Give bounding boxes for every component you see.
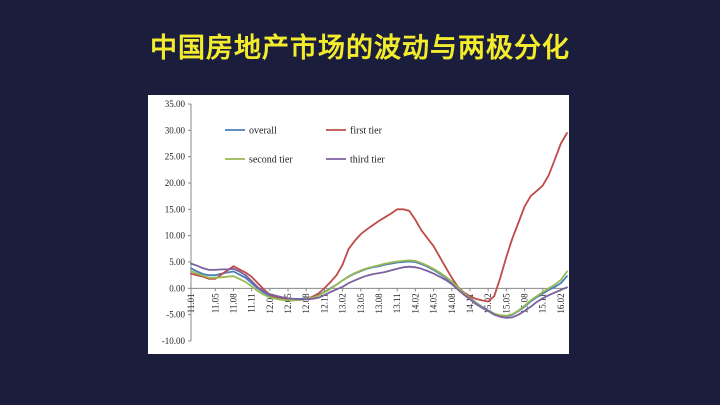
y-tick-label: 30.00 bbox=[165, 125, 186, 135]
x-tick-label: 11.05 bbox=[210, 293, 220, 313]
x-tick-label: 13.11 bbox=[392, 293, 402, 313]
series-line-third-tier bbox=[190, 262, 568, 319]
y-tick-label: 0.00 bbox=[169, 283, 185, 293]
x-tick-label: 14.05 bbox=[429, 293, 439, 314]
x-tick-label: 15.02 bbox=[483, 293, 493, 313]
x-tick-label: 15.05 bbox=[501, 293, 511, 314]
x-tick-label: 13.02 bbox=[338, 293, 348, 313]
x-tick-label: 12.02 bbox=[265, 293, 275, 313]
y-tick-label: -5.00 bbox=[166, 310, 185, 320]
x-tick-label: 16.02 bbox=[556, 293, 566, 313]
x-tick-label: 14.08 bbox=[447, 293, 457, 314]
chart-panel: 35.00 30.00 25.00 20.00 15.00 10.00 5.00 0.00 -5… bbox=[148, 95, 569, 354]
x-tick-label: 12.11 bbox=[319, 293, 329, 313]
x-tick-label: 11.11 bbox=[247, 293, 257, 313]
x-tick-label: 15.08 bbox=[520, 293, 530, 314]
x-tick-label: 11.01 bbox=[186, 293, 196, 313]
y-tick-label: 25.00 bbox=[165, 152, 186, 162]
y-tick-label: 20.00 bbox=[165, 178, 186, 188]
y-tick-label: 35.00 bbox=[165, 99, 186, 109]
x-tick-label: 13.08 bbox=[374, 293, 384, 314]
slide-title: 中国房地产市场的波动与两极分化 bbox=[150, 33, 570, 64]
y-tick-label: 5.00 bbox=[169, 257, 185, 267]
x-tick-label: 14.02 bbox=[410, 293, 420, 313]
y-tick-label: -10.00 bbox=[162, 336, 186, 346]
y-tick-label: 10.00 bbox=[165, 231, 186, 241]
legend-label: second tier bbox=[249, 155, 293, 166]
x-tick-label: 14.11 bbox=[465, 293, 475, 313]
x-tick-label: 12.05 bbox=[283, 293, 293, 314]
legend-label: overall bbox=[249, 126, 277, 137]
x-tick-label: 11.08 bbox=[228, 293, 238, 313]
x-tick-label: 15.11 bbox=[538, 293, 548, 313]
x-tick-label: 13.05 bbox=[356, 293, 366, 314]
legend-label: first tier bbox=[350, 126, 383, 137]
y-tick-label: 15.00 bbox=[165, 204, 186, 214]
line-chart: 35.00 30.00 25.00 20.00 15.00 10.00 5.00 0.00 -5… bbox=[162, 99, 568, 346]
legend-label: third tier bbox=[350, 155, 385, 166]
series-line-second-tier bbox=[190, 259, 568, 317]
x-tick-label: 12.08 bbox=[301, 293, 311, 314]
series-line-first-tier bbox=[190, 132, 568, 303]
